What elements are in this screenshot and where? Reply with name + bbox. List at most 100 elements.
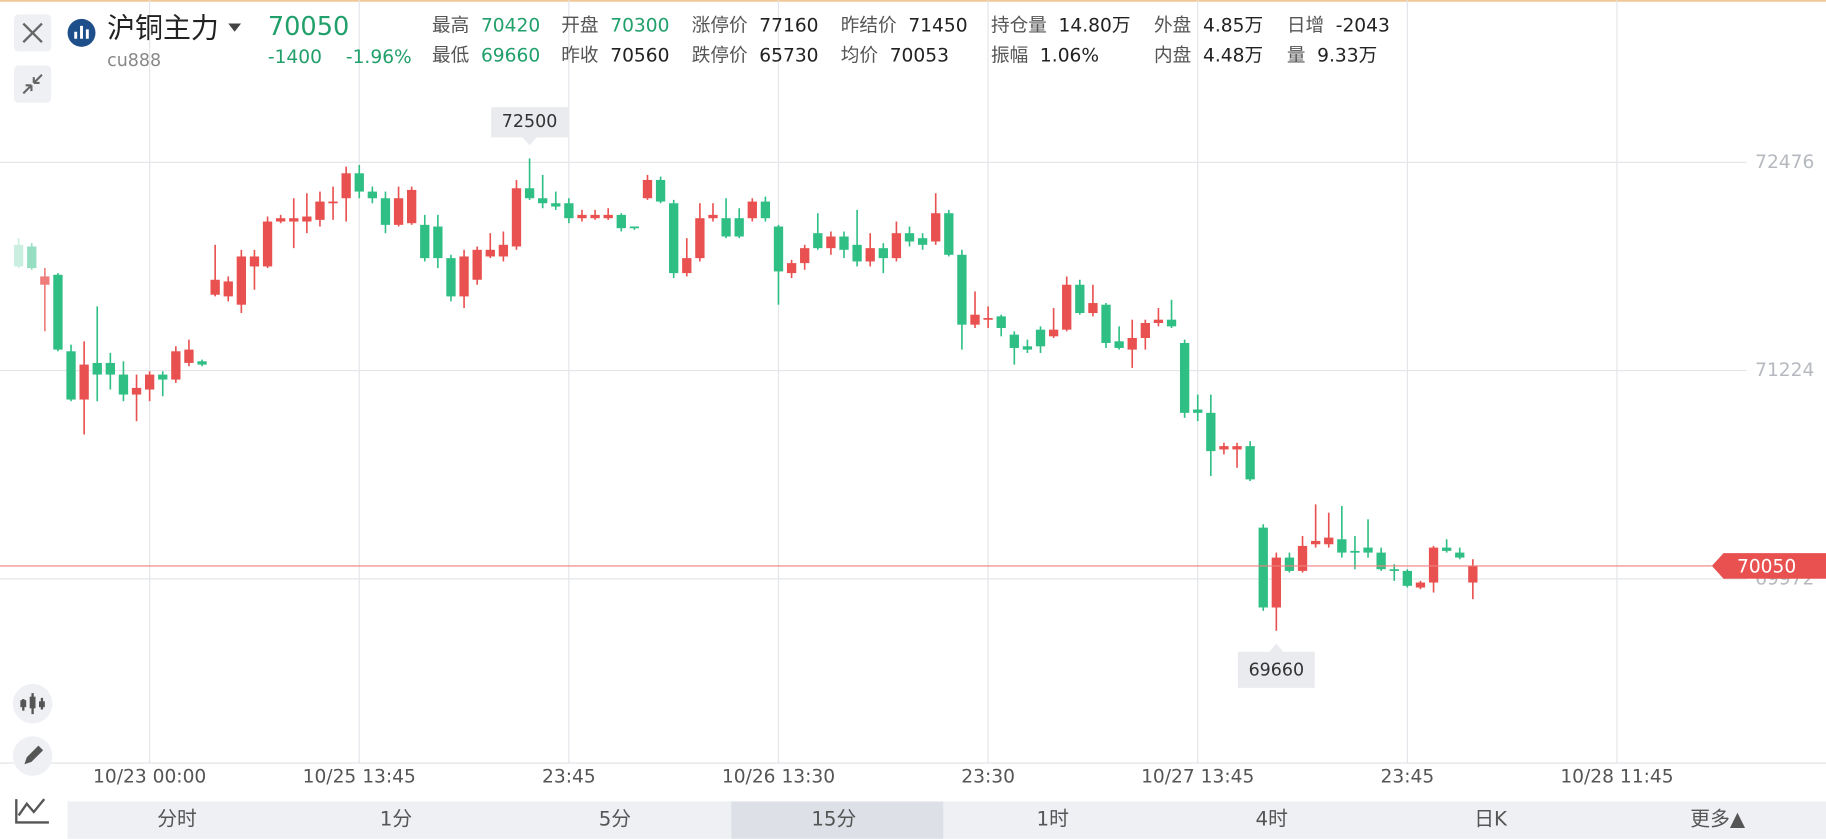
candle-body: [538, 198, 548, 204]
quote-label: 跌停价: [692, 46, 748, 67]
candle-body: [1114, 341, 1124, 348]
candle: [708, 203, 718, 222]
logo-bars: [74, 25, 89, 39]
candle: [642, 174, 653, 200]
candle-body: [262, 221, 273, 267]
candle: [1062, 276, 1072, 332]
candle-body: [472, 249, 482, 280]
candle: [944, 209, 954, 257]
x-tick-label: 10/27 13:45: [1141, 767, 1254, 788]
candle: [393, 186, 404, 227]
tab-label[interactable]: 4时: [1255, 808, 1288, 831]
candle-body: [1284, 557, 1295, 571]
candle: [498, 231, 509, 262]
pen-icon: [24, 745, 44, 765]
x-tick-label: 10/28 11:45: [1560, 767, 1673, 788]
candle: [354, 164, 364, 199]
candle-body: [1101, 304, 1111, 343]
tab-active-bg[interactable]: [731, 801, 944, 839]
candle-body: [27, 246, 37, 269]
candle: [1245, 441, 1255, 482]
candle-body: [1127, 337, 1137, 350]
candle: [341, 166, 351, 222]
candle: [1166, 299, 1177, 329]
candle-body: [380, 198, 391, 225]
candle: [446, 254, 456, 302]
candle: [27, 243, 37, 270]
candle-body: [1062, 284, 1072, 330]
tab-label[interactable]: 日K: [1474, 808, 1508, 831]
candle-body: [1179, 342, 1190, 413]
quote-value: 1.06%: [1040, 46, 1099, 67]
candle: [891, 221, 902, 262]
candle-body: [616, 214, 626, 229]
candle-body: [40, 276, 50, 285]
quote-value: 70420: [481, 15, 540, 36]
candle: [1114, 326, 1124, 350]
candle: [1075, 279, 1085, 315]
shrink-icon: [22, 74, 43, 95]
x-tick-label: 10/25 13:45: [303, 767, 416, 788]
candle: [564, 198, 574, 224]
candle-body: [1350, 550, 1360, 553]
candle: [131, 374, 142, 422]
x-tick-label: 23:30: [961, 767, 1015, 788]
tab-label[interactable]: 更多▲: [1690, 808, 1746, 831]
candle: [721, 198, 731, 239]
x-tick-label: 23:45: [1381, 767, 1435, 788]
candle: [118, 361, 129, 402]
candle: [852, 209, 862, 267]
candle-body: [1193, 409, 1203, 413]
candle: [66, 344, 76, 402]
tab-label[interactable]: 分时: [157, 808, 197, 831]
candle-body: [786, 263, 797, 274]
candle: [1376, 547, 1386, 571]
candle-body: [839, 236, 849, 250]
candle-body: [1363, 547, 1373, 553]
candle-body: [1337, 539, 1347, 553]
candle: [1337, 506, 1347, 558]
quote-value: 65730: [759, 46, 818, 67]
candle: [996, 314, 1006, 337]
candle: [1415, 580, 1426, 590]
candle-body: [1428, 547, 1439, 583]
candle: [1179, 339, 1190, 418]
tab-label[interactable]: 1分: [380, 808, 412, 831]
shrink-button[interactable]: [13, 65, 52, 103]
quote-label: 昨收: [561, 46, 598, 67]
candle-body: [105, 362, 115, 375]
tab-label[interactable]: 15分: [811, 808, 856, 831]
candle-body: [210, 279, 220, 295]
candle-body: [1455, 552, 1465, 558]
candle-body: [354, 173, 364, 192]
candle: [302, 193, 312, 234]
candle: [538, 174, 548, 209]
candle: [1035, 326, 1046, 353]
candle-body: [682, 258, 692, 274]
quote-value: 70053: [890, 46, 949, 67]
tab-label[interactable]: 1时: [1037, 808, 1070, 831]
candle: [53, 273, 63, 352]
tab-label[interactable]: 5分: [599, 808, 631, 831]
candle-body: [79, 364, 89, 400]
candle-body: [590, 214, 600, 219]
candle-body: [734, 218, 744, 237]
candle-body: [970, 314, 980, 325]
symbol-dropdown[interactable]: [228, 23, 242, 32]
candle: [1206, 394, 1216, 477]
candle: [1428, 545, 1439, 593]
chart-type-icon[interactable]: [15, 798, 49, 824]
quote-label: 日增: [1287, 15, 1324, 36]
candle: [485, 233, 495, 259]
quote-label: 涨停价: [692, 15, 748, 36]
candle-body: [1166, 319, 1177, 327]
candle-body: [144, 374, 155, 390]
candle: [289, 198, 299, 249]
quote-label: 最低: [432, 46, 470, 67]
candle: [1402, 569, 1413, 588]
candle-body: [302, 216, 312, 222]
candle: [1350, 535, 1360, 570]
